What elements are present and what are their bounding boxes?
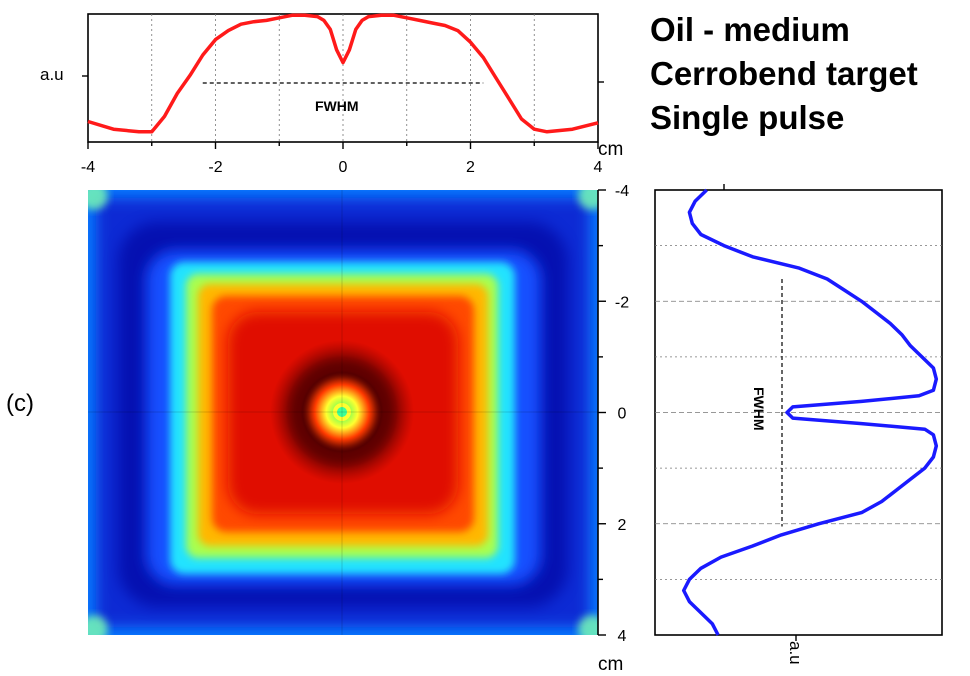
heatmap-corner-tl bbox=[88, 190, 108, 210]
heatmap-dark-ring bbox=[295, 365, 389, 459]
top-tick-label: -2 bbox=[208, 159, 222, 176]
heatmap-corner-tr bbox=[578, 190, 598, 210]
title-block: Oil - medium Cerrobend target Single pul… bbox=[650, 8, 918, 140]
title-line-1: Oil - medium bbox=[650, 11, 850, 48]
bottom-unit-label: cm bbox=[598, 654, 623, 675]
side-tick-label: -4 bbox=[615, 183, 629, 200]
top-profile-line bbox=[87, 13, 599, 134]
top-tick-label: -4 bbox=[81, 159, 95, 176]
side-fwhm-label: FWHM bbox=[751, 387, 767, 431]
heatmap-corner-bl bbox=[88, 615, 108, 635]
top-tick-label: 4 bbox=[594, 159, 603, 176]
top-fwhm-label: FWHM bbox=[315, 98, 359, 114]
top-profile-panel: -4 -2 0 2 4 FWHM a.u cm bbox=[40, 13, 623, 176]
heatmap-ticks: -4 -2 0 2 4 bbox=[597, 183, 629, 645]
top-tick-label: 0 bbox=[339, 159, 348, 176]
title-line-2: Cerrobend target bbox=[650, 55, 918, 92]
heatmap-center-spot bbox=[337, 407, 347, 417]
side-tick-label: 0 bbox=[618, 406, 627, 423]
top-axis-label: a.u bbox=[40, 65, 64, 84]
panel-label: (c) bbox=[6, 390, 34, 417]
title-line-3: Single pulse bbox=[650, 99, 845, 136]
side-axis-label: a.u bbox=[786, 641, 805, 665]
top-unit-label: cm bbox=[598, 139, 623, 160]
top-tick-label: 2 bbox=[466, 159, 475, 176]
top-profile-ticks: -4 -2 0 2 4 bbox=[81, 75, 604, 176]
heatmap-corner-br bbox=[578, 615, 598, 635]
side-tick-label: 4 bbox=[618, 628, 627, 645]
top-profile-grid bbox=[151, 14, 535, 142]
side-profile-panel: FWHM a.u bbox=[654, 184, 943, 665]
side-tick-label: 2 bbox=[618, 517, 627, 534]
top-profile-frame bbox=[87, 13, 599, 143]
side-profile-line bbox=[681, 188, 939, 636]
side-tick-label: -2 bbox=[615, 294, 629, 311]
heatmap bbox=[88, 190, 598, 635]
